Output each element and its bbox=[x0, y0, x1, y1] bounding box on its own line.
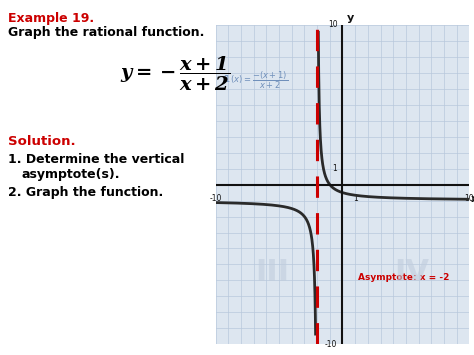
Text: Graph the rational function.: Graph the rational function. bbox=[8, 26, 204, 39]
Text: 10: 10 bbox=[465, 194, 474, 203]
Text: -10: -10 bbox=[210, 194, 222, 203]
Text: 1. Determine the vertical: 1. Determine the vertical bbox=[8, 153, 184, 166]
Text: Solution.: Solution. bbox=[8, 135, 76, 148]
Text: $\bfit{y} = -\dfrac{x+1}{x+2}$: $\bfit{y} = -\dfrac{x+1}{x+2}$ bbox=[120, 55, 230, 93]
Text: -10: -10 bbox=[325, 340, 337, 349]
Text: 2. Graph the function.: 2. Graph the function. bbox=[8, 186, 163, 199]
Text: asymptote(s).: asymptote(s). bbox=[22, 168, 120, 181]
Text: $f1(x){=}\dfrac{-(x+1)}{x+2}$: $f1(x){=}\dfrac{-(x+1)}{x+2}$ bbox=[222, 70, 288, 91]
Text: y: y bbox=[347, 13, 354, 23]
Text: 1: 1 bbox=[353, 194, 357, 203]
Text: Asymptote: x = -2: Asymptote: x = -2 bbox=[358, 273, 449, 283]
Text: x: x bbox=[471, 194, 474, 204]
Text: 10: 10 bbox=[328, 20, 337, 29]
Text: 1: 1 bbox=[333, 164, 337, 173]
Text: III: III bbox=[255, 258, 290, 287]
Text: Example 19.: Example 19. bbox=[8, 12, 94, 25]
Text: IV: IV bbox=[395, 258, 430, 287]
